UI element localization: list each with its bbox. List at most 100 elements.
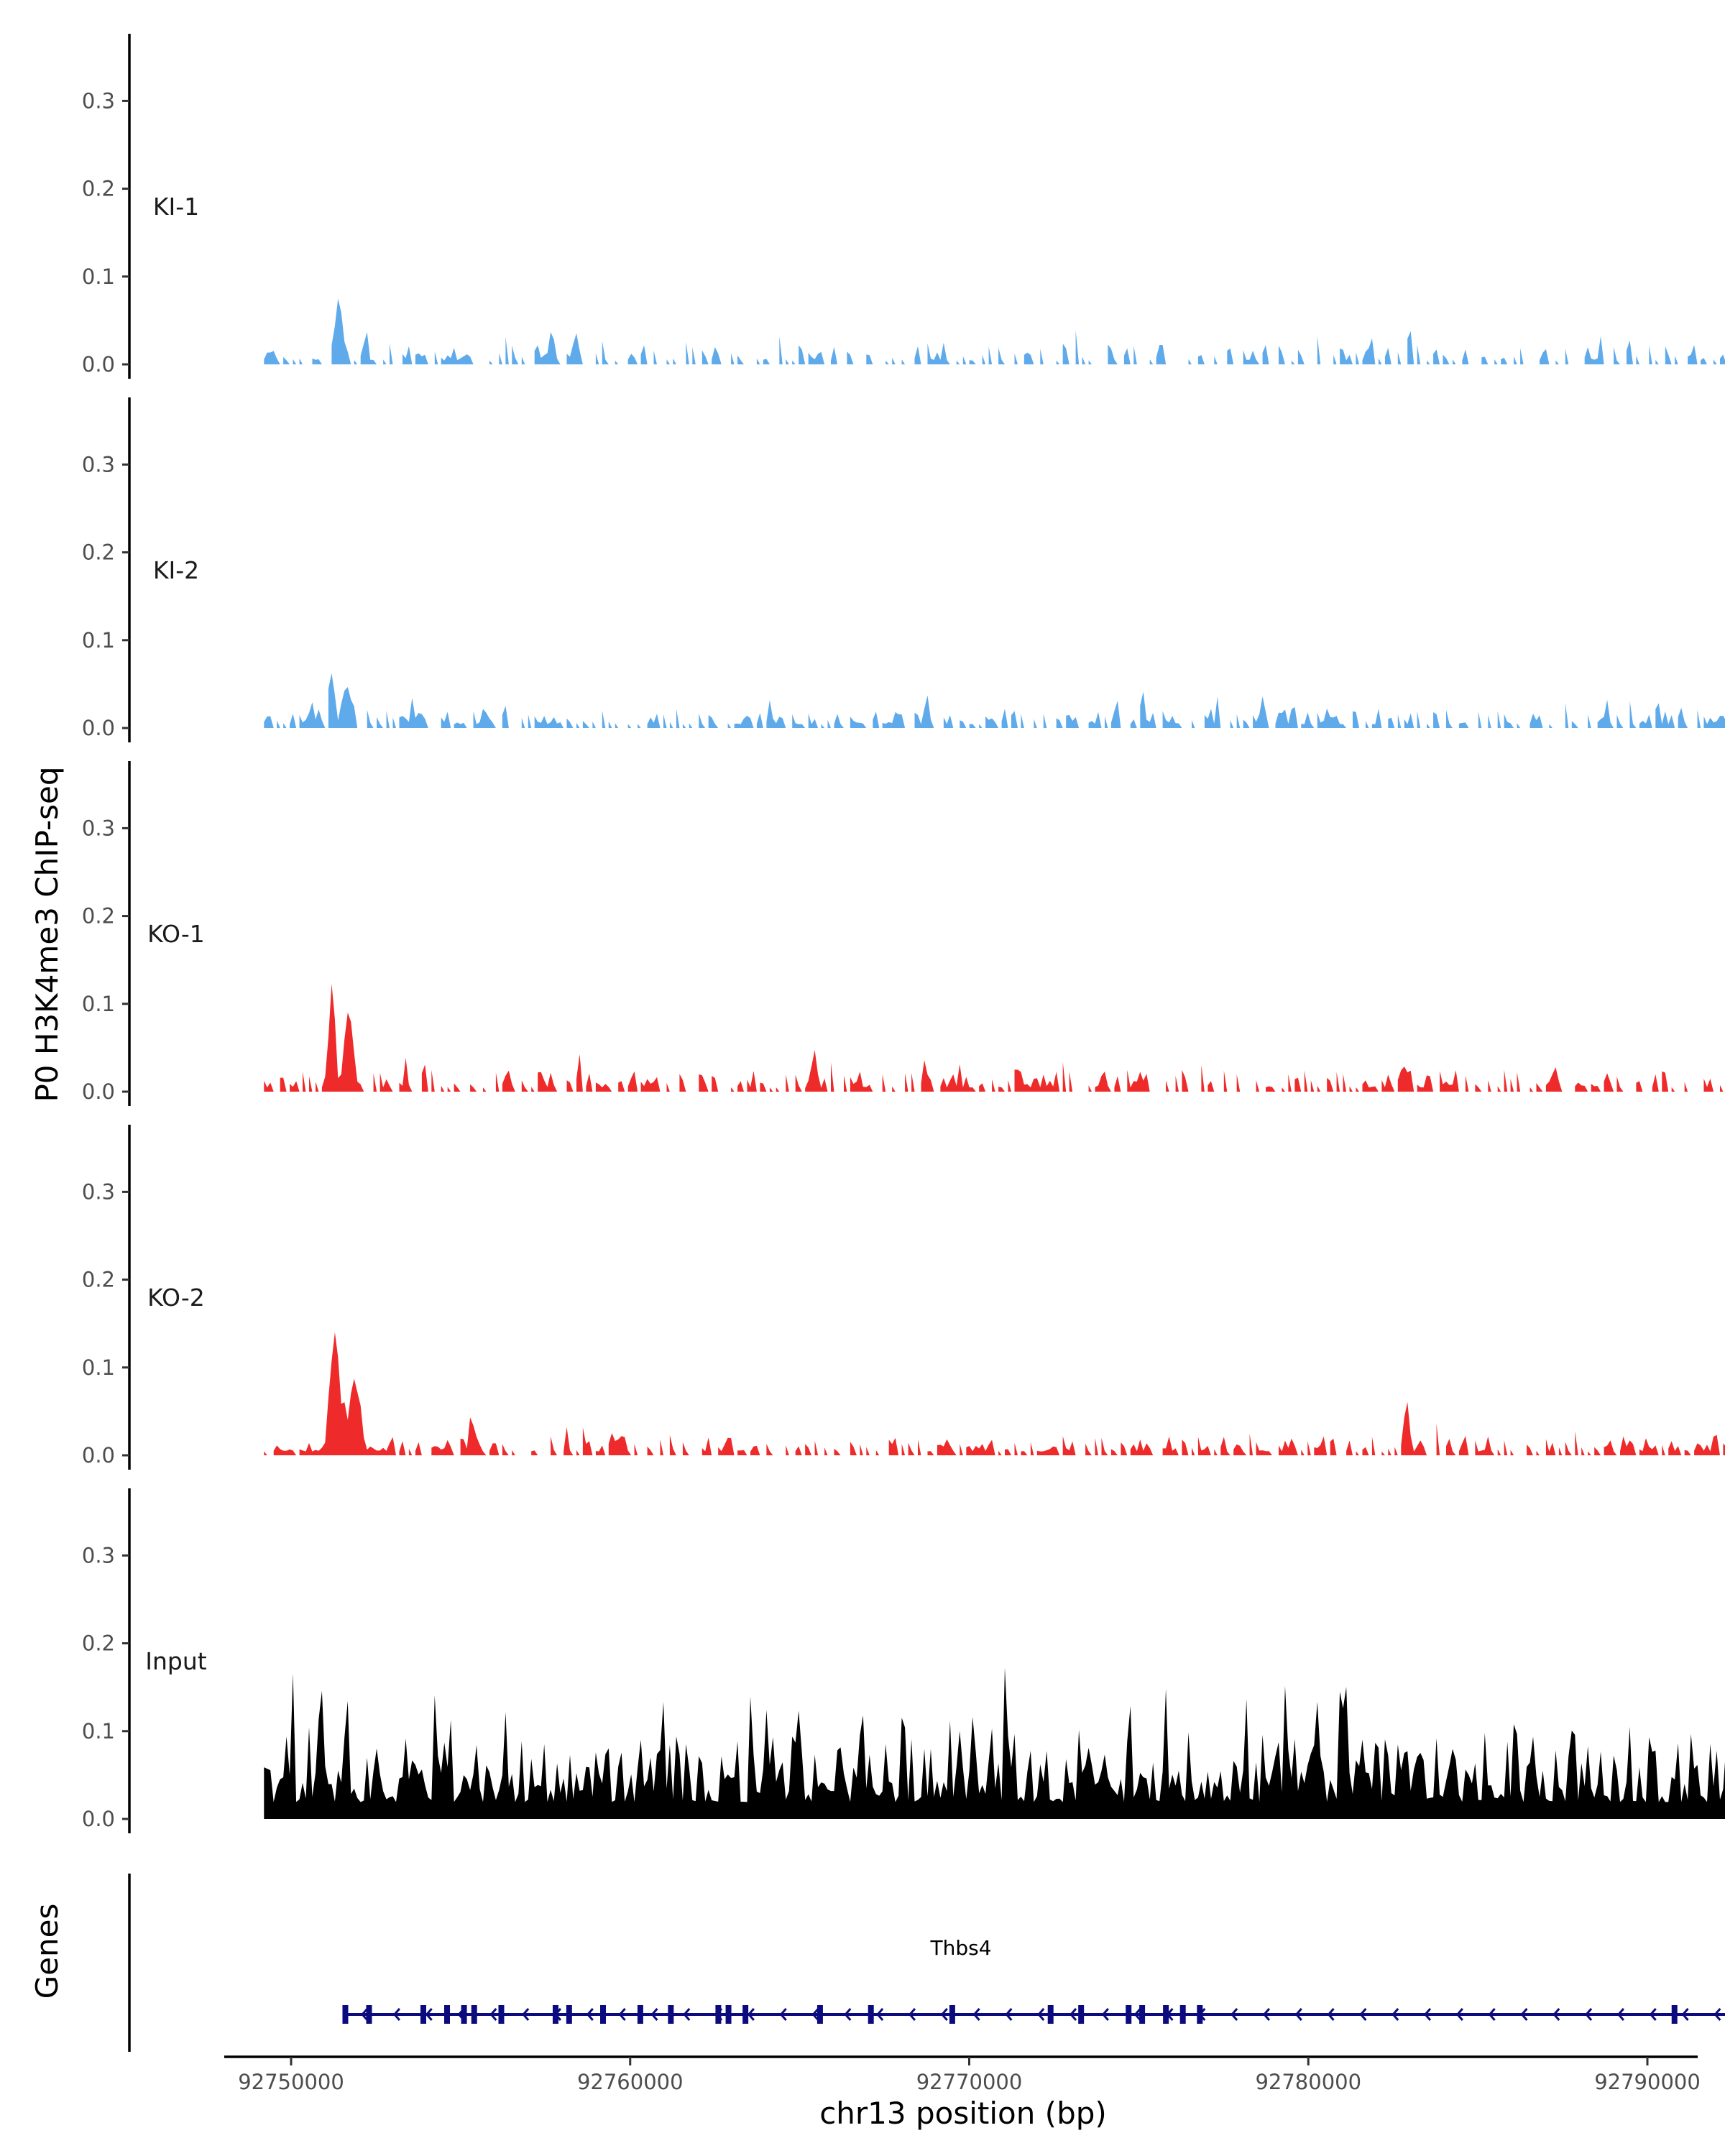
strand-arrow xyxy=(779,2008,787,2021)
signal-area xyxy=(421,1064,428,1092)
signal-area xyxy=(979,724,983,728)
signal-area xyxy=(660,1439,663,1455)
signal-area xyxy=(1110,701,1121,728)
signal-area xyxy=(1256,1080,1260,1092)
signal-area xyxy=(1701,358,1707,364)
signal-area xyxy=(582,1427,593,1455)
signal-area xyxy=(615,723,619,728)
y-tick-label: 0.1 xyxy=(82,992,115,1016)
signal-area xyxy=(1333,354,1337,364)
signal-area xyxy=(566,333,583,364)
signal-area xyxy=(1407,331,1414,364)
strand-arrow xyxy=(425,2008,433,2021)
signal-area xyxy=(940,1064,976,1092)
signal-area xyxy=(408,1448,413,1455)
exon-block xyxy=(742,2005,749,2024)
signal-area xyxy=(280,1077,287,1092)
signal-area xyxy=(1723,1443,1725,1455)
signal-area xyxy=(1162,1436,1179,1455)
signal-area xyxy=(521,717,525,728)
exon-block xyxy=(715,2005,722,2024)
signal-area xyxy=(1236,714,1241,728)
track-label: KI-2 xyxy=(153,556,199,584)
signal-area xyxy=(1307,1441,1311,1455)
strand-arrow xyxy=(1070,2008,1077,2021)
signal-area xyxy=(576,1450,580,1455)
signal-area xyxy=(441,711,451,728)
signal-area xyxy=(799,345,806,364)
exon-block xyxy=(1126,2005,1132,2024)
signal-area xyxy=(1101,1437,1108,1455)
signal-area xyxy=(441,1085,445,1092)
signal-area xyxy=(766,700,786,728)
signal-area xyxy=(1536,1083,1543,1092)
x-tick-label: 92770000 xyxy=(916,2070,1023,2094)
signal-area xyxy=(1591,1084,1601,1092)
signal-area xyxy=(1504,1440,1508,1455)
y-tick-label: 0.3 xyxy=(82,816,115,840)
signal-area xyxy=(1555,360,1559,364)
signal-area xyxy=(283,356,290,364)
signal-area xyxy=(1043,714,1047,728)
strand-arrow xyxy=(1552,2008,1560,2021)
track-label: KO-1 xyxy=(147,920,205,948)
signal-area xyxy=(1062,1436,1076,1455)
signal-area xyxy=(1481,356,1489,364)
signal-area xyxy=(1249,1434,1254,1455)
signal-area xyxy=(831,346,837,364)
signal-area xyxy=(1034,719,1037,728)
signal-area xyxy=(1501,357,1508,364)
signal-area xyxy=(1688,345,1698,364)
signal-area xyxy=(786,1445,789,1455)
signal-area xyxy=(824,1447,828,1455)
signal-area xyxy=(392,717,396,728)
signal-area xyxy=(1510,1079,1514,1092)
signal-area xyxy=(1504,1069,1508,1092)
y-tick-label: 0.0 xyxy=(82,1079,115,1104)
signal-area xyxy=(960,1443,963,1455)
signal-area xyxy=(434,351,438,364)
signal-area xyxy=(943,715,954,728)
signal-area xyxy=(1662,1071,1669,1092)
signal-area xyxy=(1453,359,1456,364)
signal-area xyxy=(316,1082,319,1092)
signal-area xyxy=(566,718,574,728)
strand-arrow xyxy=(811,2008,819,2021)
signal-area xyxy=(538,1072,558,1092)
signal-area xyxy=(1256,1442,1272,1455)
signal-area xyxy=(454,722,467,728)
signal-area xyxy=(679,1074,686,1092)
signal-area xyxy=(1220,1437,1230,1455)
exon-block xyxy=(552,2005,558,2024)
strand-arrow xyxy=(1262,2008,1271,2021)
signal-area xyxy=(998,347,1005,364)
signal-area xyxy=(1417,344,1421,364)
signal-area xyxy=(299,1332,396,1455)
signal-area xyxy=(1388,1448,1392,1455)
y-axis-title: P0 H3K4me3 ChIP-seq xyxy=(29,766,65,1102)
signal-area xyxy=(1362,1080,1379,1092)
signal-area xyxy=(844,1075,847,1092)
signal-area xyxy=(1614,346,1620,364)
exon-block xyxy=(1163,2005,1169,2024)
signal-area xyxy=(747,1071,757,1092)
signal-area xyxy=(1604,1073,1614,1092)
strand-arrow xyxy=(683,2008,691,2021)
signal-area xyxy=(431,1439,454,1455)
signal-area xyxy=(1427,360,1430,364)
signal-area xyxy=(1530,714,1543,728)
signal-area xyxy=(727,723,732,728)
signal-area xyxy=(399,698,428,728)
signal-area xyxy=(1417,1075,1434,1092)
signal-area xyxy=(663,714,667,728)
signal-area xyxy=(277,720,280,728)
exon-block xyxy=(725,2005,732,2024)
signal-area xyxy=(850,717,867,728)
strand-arrow xyxy=(1133,2008,1141,2021)
signal-area xyxy=(615,360,619,364)
signal-area xyxy=(960,720,967,728)
signal-area xyxy=(760,1082,767,1092)
signal-area xyxy=(1201,1064,1205,1092)
signal-area xyxy=(1494,359,1498,364)
signal-area xyxy=(1340,348,1353,364)
